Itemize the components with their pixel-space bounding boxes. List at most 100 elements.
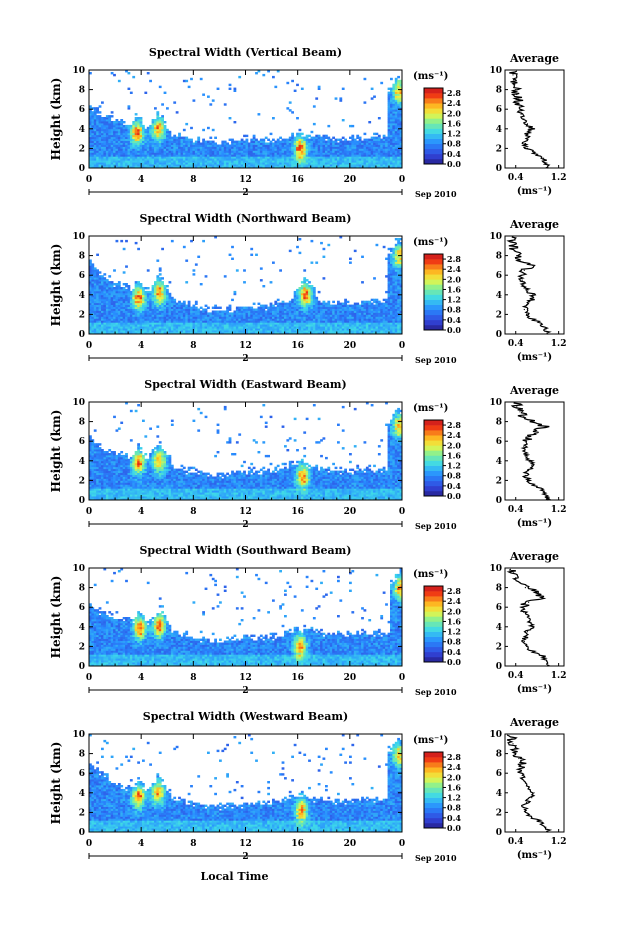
- heatmap-cell: [315, 97, 318, 99]
- y-tick-label: 4: [79, 125, 85, 135]
- colorbar-tick-label: 0.4: [447, 149, 461, 159]
- heatmap-cell: [238, 307, 241, 309]
- heatmap-cell: [108, 281, 111, 283]
- heatmap-cell: [272, 139, 275, 141]
- average-y-tick-label: 10: [489, 66, 502, 76]
- heatmap-cell: [236, 141, 239, 143]
- heatmap-cell: [356, 303, 359, 305]
- heatmap-cell: [234, 291, 237, 293]
- heatmap-cell: [96, 254, 99, 256]
- heatmap-cell: [291, 80, 294, 82]
- heatmap-cell: [356, 135, 359, 137]
- x-tick-label: 20: [344, 175, 357, 185]
- heatmap-cell: [373, 96, 376, 98]
- heatmap-cell: [323, 277, 326, 279]
- heatmap-cell: [234, 121, 237, 123]
- heatmap-cell: [238, 76, 241, 78]
- heatmap-cell: [231, 312, 234, 314]
- heatmap-cell: [270, 281, 273, 283]
- heatmap-cell: [308, 135, 311, 137]
- heatmap-cell: [265, 137, 268, 139]
- heatmap-cell: [306, 135, 309, 137]
- heatmap-cell: [91, 263, 94, 265]
- heatmap-cell: [354, 250, 357, 252]
- heatmap-cell: [286, 303, 289, 305]
- heatmap-cell: [342, 88, 345, 90]
- x-tick-label: 0: [399, 175, 405, 185]
- heatmap-cell: [96, 269, 99, 271]
- heatmap-cell: [205, 275, 208, 277]
- heatmap-cell: [200, 307, 203, 309]
- heatmap-cell: [144, 92, 147, 94]
- colorbar-segment: [424, 154, 443, 159]
- colorbar-tick-label: 0.8: [447, 139, 461, 149]
- heatmap-cell: [118, 80, 121, 82]
- colorbar-tick-label: 2.4: [447, 98, 461, 108]
- heatmap-cell: [277, 299, 280, 301]
- heatmap-cell: [325, 141, 328, 143]
- heatmap-cell: [335, 97, 338, 99]
- heatmap-cell: [144, 287, 147, 289]
- heatmap-cell: [351, 305, 354, 307]
- colorbar-segment: [424, 123, 443, 128]
- heatmap-cell: [176, 303, 179, 305]
- heatmap-cell: [330, 305, 333, 307]
- heatmap-cell: [183, 80, 186, 82]
- heatmap-cell: [327, 125, 330, 127]
- heatmap-cell: [154, 119, 157, 121]
- heatmap-cell: [183, 301, 186, 303]
- heatmap-cell: [299, 238, 302, 240]
- heatmap-cell: [226, 143, 229, 145]
- y-tick-label: 0: [79, 164, 85, 174]
- average-x-tick-label: 0.4: [508, 173, 524, 183]
- heatmap-cell: [344, 139, 347, 141]
- heatmap-cell: [320, 303, 323, 305]
- heatmap-cell: [166, 129, 169, 131]
- heatmap-cell: [137, 281, 140, 283]
- heatmap-cell: [224, 141, 227, 143]
- heatmap-cell: [205, 141, 208, 143]
- x-tick-label: 8: [190, 175, 196, 185]
- colorbar-tick-label: 0.0: [447, 159, 461, 169]
- y-tick-label: 6: [79, 105, 85, 115]
- colorbar-segment: [424, 88, 443, 93]
- heatmap-cell: [250, 248, 253, 250]
- colorbar-segment: [424, 134, 443, 139]
- heatmap-cell: [359, 305, 362, 307]
- heatmap-cell: [200, 78, 203, 80]
- heatmap-cell: [137, 248, 140, 250]
- heatmap-cell: [347, 305, 350, 307]
- heatmap-cell: [236, 307, 239, 309]
- heatmap-cell: [231, 299, 234, 301]
- heatmap-cell: [229, 88, 232, 90]
- heatmap-cell: [99, 271, 102, 273]
- heatmap-cell: [188, 86, 191, 88]
- heatmap-cell: [156, 111, 159, 113]
- heatmap-cell: [270, 141, 273, 143]
- heatmap-cell: [262, 285, 265, 287]
- heatmap-cell: [349, 141, 352, 143]
- heatmap-cell: [296, 246, 299, 248]
- heatmap-cell: [270, 133, 273, 135]
- heatmap-cell: [120, 287, 123, 289]
- heatmap-cell: [125, 289, 128, 291]
- heatmap-cell: [123, 271, 126, 273]
- heatmap-cell: [332, 137, 335, 139]
- heatmap-cell: [99, 115, 102, 117]
- heatmap-cell: [274, 301, 277, 303]
- heatmap-cell: [185, 123, 188, 125]
- heatmap-cell: [161, 277, 164, 279]
- heatmap-cell: [219, 311, 222, 313]
- heatmap-cell: [378, 117, 381, 119]
- heatmap-cell: [313, 105, 316, 107]
- heatmap-cell: [243, 135, 246, 137]
- heatmap-cell: [111, 115, 114, 117]
- heatmap-cell: [193, 269, 196, 271]
- colorbar-units: (ms⁻¹): [413, 71, 448, 82]
- heatmap-cell: [347, 141, 350, 143]
- heatmap-cell: [178, 301, 181, 303]
- heatmap-cell: [161, 115, 164, 117]
- heatmap-cell: [219, 145, 222, 147]
- heatmap-cell: [154, 107, 157, 109]
